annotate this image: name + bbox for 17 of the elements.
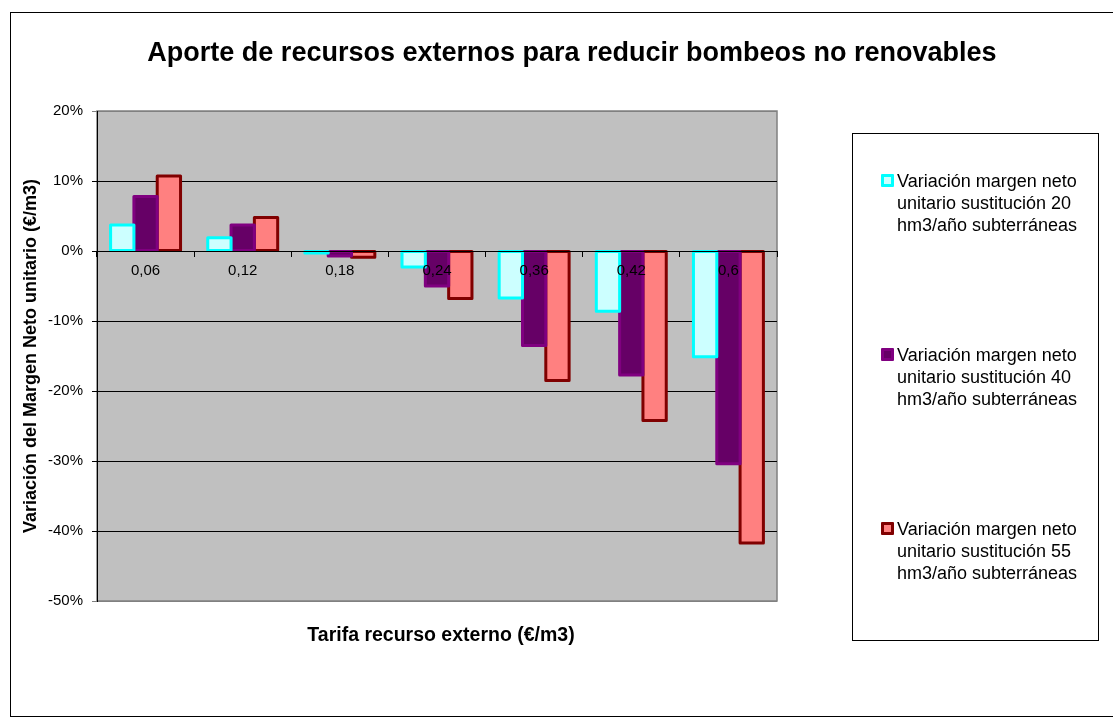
legend-label: Variación margen neto unitario sustitución 20 hm3/año subterráneas xyxy=(897,171,1078,235)
x-axis-title: Tarifa recurso externo (€/m3) xyxy=(306,623,576,645)
y-tick-label: -10% xyxy=(47,311,83,329)
y-tick-label: 20% xyxy=(52,101,83,119)
x-tick-label: 0,06 xyxy=(130,261,161,279)
x-tick-label: 0,12 xyxy=(228,261,258,279)
chart-title: Aporte de recursos externos para reducir bombeos no renovables xyxy=(146,36,998,68)
legend-label: Variación margen neto unitario sustitución 40 hm3/año subterráneas xyxy=(897,345,1078,409)
y-tick-label: -30% xyxy=(47,451,83,469)
y-tick-label: -50% xyxy=(47,591,83,609)
y-axis-title: Variación del Margen Neto unitario (€/m3) xyxy=(19,178,40,534)
y-tick-label: 0% xyxy=(61,241,83,259)
y-tick-label: -20% xyxy=(47,381,83,399)
y-tick-label: 10% xyxy=(52,171,83,189)
y-tick-label: -40% xyxy=(47,521,83,539)
legend-label: Variación margen neto unitario sustitución 55 hm3/año subterráneas xyxy=(897,519,1078,583)
x-tick-label: 0,18 xyxy=(325,261,355,279)
